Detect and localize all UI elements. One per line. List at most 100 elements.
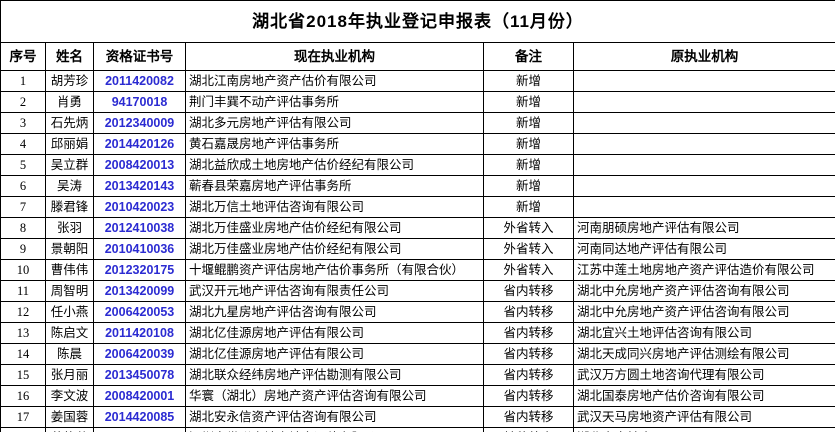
cell-certificate: 2012320175 [93, 259, 186, 281]
table-body: 1 胡芳珍 2011420082 湖北江南房地产资产估价有限公司 新增 2 肖勇 941700… [0, 70, 835, 432]
cell-original-org: 湖北宜兴土地评估咨询有限公司 [572, 322, 835, 344]
cell-certificate: 2013420143 [93, 175, 186, 197]
cell-current-org: 湖北万佳盛业房地产估价经纪有限公司 [185, 238, 484, 260]
cell-current-org: 湖北联众经纬房地产评估勘测有限公司 [185, 364, 484, 386]
table-row: 2 肖勇 94170018 荆门丰巽不动产评估事务所 新增 [0, 91, 835, 113]
cell-serial: 9 [0, 238, 46, 260]
cell-remark: 外省转入 [483, 259, 574, 281]
cell-name: 肖勇 [45, 91, 94, 113]
cell-serial: 4 [0, 133, 46, 155]
cell-original-org [572, 112, 835, 134]
table-row: 8 张羽 2012410038 湖北万佳盛业房地产估价经纪有限公司 外省转入 河南朋硕房地… [0, 217, 835, 239]
cell-remark: 新增 [483, 112, 574, 134]
table-row: 16 李文波 2008420001 华寰（湖北）房地产资产评估咨询有限公司 省内转移 湖北… [0, 385, 835, 407]
cell-remark: 新增 [483, 70, 574, 92]
table-row: 7 滕君锋 2010420023 湖北万信土地评估咨询有限公司 新增 [0, 196, 835, 218]
cell-remark: 省内转移 [483, 406, 574, 428]
table-row: 18苏艳萍2012420002深圳市世联土地房地产评估有限公司转移外省湖北省中转… [0, 427, 835, 432]
column-header-name: 姓名 [45, 42, 94, 71]
cell-name: 滕君锋 [45, 196, 94, 218]
cell-remark: 新增 [483, 154, 574, 176]
cell-remark: 新增 [483, 175, 574, 197]
cell-remark: 省内转移 [483, 385, 574, 407]
cell-current-org: 湖北安永信资产评估咨询有限公司 [185, 406, 484, 428]
table-row: 4 邱丽娟 2014420126 黄石嘉晟房地产评估事务所 新增 [0, 133, 835, 155]
cell-original-org: 河南同达地产评估有限公司 [572, 238, 835, 260]
cell-serial: 11 [0, 280, 46, 302]
cell-current-org: 华寰（湖北）房地产资产评估咨询有限公司 [185, 385, 484, 407]
cell-name: 吴涛 [45, 175, 94, 197]
cell-name: 任小燕 [45, 301, 94, 323]
cell-current-org: 湖北多元房地产评估有限公司 [185, 112, 484, 134]
cell-serial: 18 [0, 427, 46, 432]
cell-serial: 13 [0, 322, 46, 344]
cell-original-org: 武汉天马房地资产评估有限公司 [572, 406, 835, 428]
cell-serial: 17 [0, 406, 46, 428]
cell-serial: 8 [0, 217, 46, 239]
cell-original-org: 湖北中允房地产资产评估咨询有限公司 [572, 280, 835, 302]
cell-remark: 新增 [483, 133, 574, 155]
cell-remark: 省内转移 [483, 301, 574, 323]
cell-current-org: 湖北江南房地产资产估价有限公司 [185, 70, 484, 92]
cell-original-org [572, 154, 835, 176]
cell-original-org [572, 70, 835, 92]
cell-serial: 12 [0, 301, 46, 323]
cell-remark: 转移外省 [483, 427, 574, 432]
cell-serial: 10 [0, 259, 46, 281]
page-title: 湖北省2018年执业登记申报表（11月份） [0, 0, 835, 43]
table-row: 17 姜国蓉 2014420085 湖北安永信资产评估咨询有限公司 省内转移 武汉天马房地… [0, 406, 835, 428]
cell-remark: 省内转移 [483, 280, 574, 302]
cell-original-org [572, 196, 835, 218]
cell-name: 胡芳珍 [45, 70, 94, 92]
cell-certificate: 2012420002 [93, 427, 186, 432]
cell-original-org: 江苏中莲土地房地产资产评估造价有限公司 [572, 259, 835, 281]
cell-certificate: 2013420099 [93, 280, 186, 302]
cell-serial: 16 [0, 385, 46, 407]
cell-serial: 14 [0, 343, 46, 365]
cell-certificate: 2011420108 [93, 322, 186, 344]
cell-original-org: 湖北天成同兴房地产评估测绘有限公司 [572, 343, 835, 365]
header-row: 序号 姓名 资格证书号 现在执业机构 备注 原执业机构 [0, 42, 835, 71]
cell-current-org: 十堰鲲鹏资产评估房地产估价事务所（有限合伙） [185, 259, 484, 281]
cell-name: 石先炳 [45, 112, 94, 134]
cell-name: 陈晨 [45, 343, 94, 365]
cell-current-org: 湖北亿佳源房地产评估有限公司 [185, 322, 484, 344]
cell-current-org: 湖北万佳盛业房地产估价经纪有限公司 [185, 217, 484, 239]
cell-name: 吴立群 [45, 154, 94, 176]
table-row: 3 石先炳 2012340009 湖北多元房地产评估有限公司 新增 [0, 112, 835, 134]
cell-current-org: 黄石嘉晟房地产评估事务所 [185, 133, 484, 155]
cell-serial: 2 [0, 91, 46, 113]
cell-current-org: 湖北亿佳源房地产评估有限公司 [185, 343, 484, 365]
cell-certificate: 94170018 [93, 91, 186, 113]
cell-current-org: 武汉开元地产评估咨询有限责任公司 [185, 280, 484, 302]
cell-serial: 5 [0, 154, 46, 176]
cell-original-org [572, 91, 835, 113]
cell-remark: 外省转入 [483, 217, 574, 239]
table-row: 13 陈启文 2011420108 湖北亿佳源房地产评估有限公司 省内转移 湖北宜兴土地评… [0, 322, 835, 344]
cell-current-org: 蕲春县荣嘉房地产评估事务所 [185, 175, 484, 197]
cell-serial: 6 [0, 175, 46, 197]
cell-original-org: 河南朋硕房地产评估有限公司 [572, 217, 835, 239]
cell-original-org: 武汉万方圆土地咨询代理有限公司 [572, 364, 835, 386]
cell-remark: 省内转移 [483, 322, 574, 344]
cell-remark: 省内转移 [483, 364, 574, 386]
cell-certificate: 2011420082 [93, 70, 186, 92]
cell-remark: 新增 [483, 91, 574, 113]
cell-name: 苏艳萍 [45, 427, 94, 432]
table-row: 10 曹伟伟 2012320175 十堰鲲鹏资产评估房地产估价事务所（有限合伙） 外省转… [0, 259, 835, 281]
cell-serial: 1 [0, 70, 46, 92]
cell-certificate: 2006420039 [93, 343, 186, 365]
cell-name: 张羽 [45, 217, 94, 239]
cell-original-org: 湖北省中转库 [572, 427, 835, 432]
cell-certificate: 2006420053 [93, 301, 186, 323]
cell-name: 张月丽 [45, 364, 94, 386]
cell-certificate: 2012340009 [93, 112, 186, 134]
cell-original-org [572, 175, 835, 197]
column-header-serial: 序号 [0, 42, 46, 71]
cell-serial: 15 [0, 364, 46, 386]
cell-certificate: 2012410038 [93, 217, 186, 239]
cell-name: 陈启文 [45, 322, 94, 344]
cell-original-org [572, 133, 835, 155]
cell-serial: 3 [0, 112, 46, 134]
